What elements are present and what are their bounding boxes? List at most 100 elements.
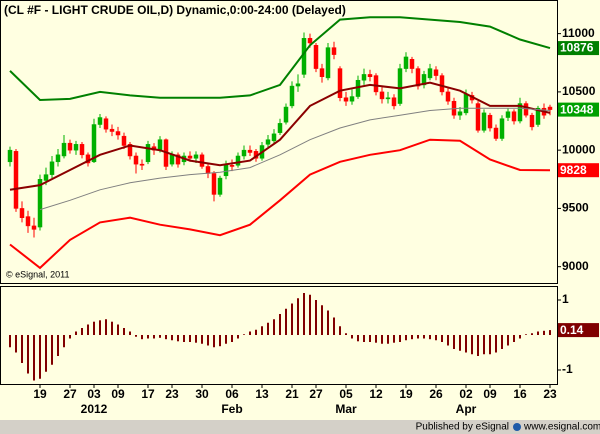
oscillator-bar	[273, 319, 275, 335]
close-value-tag-box	[558, 102, 599, 117]
candle-body	[385, 97, 391, 100]
oscillator-bar	[189, 335, 191, 342]
candle-body	[289, 85, 295, 107]
x-tick-label: 23	[543, 387, 557, 401]
candle-body	[247, 149, 253, 153]
x-tick-label: 23	[165, 387, 179, 401]
oscillator-bar	[453, 335, 455, 349]
y-tick-label: 10000	[562, 142, 596, 156]
candle-body	[145, 144, 151, 163]
candle-body	[529, 114, 535, 128]
oscillator-bar	[363, 335, 365, 342]
candle-body	[277, 123, 283, 133]
x-tick-label: 05	[339, 387, 353, 401]
y-tick-label: -1	[562, 362, 573, 376]
oscillator-bar	[327, 310, 329, 335]
candle-body	[445, 91, 451, 102]
candle-body	[271, 133, 277, 142]
month-label: Mar	[335, 402, 357, 416]
candle-body	[229, 165, 235, 167]
oscillator-bar	[177, 335, 179, 342]
footer-left: Published by eSignal	[416, 422, 509, 433]
oscillator-bar	[99, 320, 101, 335]
indicator-line	[39, 107, 551, 211]
x-tick-label: 19	[399, 387, 413, 401]
oscillator-bar	[57, 335, 59, 356]
oscillator-bar	[255, 329, 257, 335]
oscillator-bar	[303, 293, 305, 335]
oscillator-bar	[345, 333, 347, 335]
oscillator-bar	[39, 335, 41, 379]
candle-body	[331, 47, 337, 55]
candle-body	[157, 139, 163, 151]
candle-body	[61, 142, 67, 157]
oscillator-bar	[117, 324, 119, 335]
oscillator-bar	[525, 334, 527, 335]
candle-body	[487, 114, 493, 129]
background	[0, 0, 600, 420]
oscillator-bar	[315, 300, 317, 335]
candle-body	[169, 154, 175, 165]
oscillator-bar	[249, 331, 251, 335]
candle-body	[235, 155, 241, 166]
oscillator-bar	[357, 335, 359, 342]
line-value-tag: 10876	[560, 41, 594, 55]
oscillator-bar	[375, 335, 377, 343]
oscillator-bar	[465, 335, 467, 353]
oscillator-bar	[69, 335, 71, 339]
oscillator-bar	[411, 335, 413, 340]
candle-body	[97, 117, 103, 125]
oscillator-bar	[333, 317, 335, 335]
x-tick-label: 13	[255, 387, 269, 401]
candle-body	[199, 154, 205, 167]
oscillator-bar	[201, 335, 203, 344]
candle-body	[415, 68, 421, 87]
candle-body	[361, 74, 367, 81]
candle-body	[217, 177, 223, 195]
candle-body	[427, 68, 433, 79]
y-tick-label: 11000	[562, 26, 595, 40]
x-tick-label: 02	[459, 387, 473, 401]
x-tick-label: 09	[111, 387, 125, 401]
candle-body	[55, 154, 61, 163]
oscillator-bar	[207, 335, 209, 346]
x-tick-label: 19	[33, 387, 47, 401]
oscillator-bar	[309, 294, 311, 335]
price-panel	[0, 0, 558, 284]
y-tick-label: 9000	[562, 259, 589, 273]
oscillator-bar	[507, 335, 509, 346]
oscillator-bar	[165, 335, 167, 340]
line-value-tag: 9828	[560, 163, 587, 177]
indicator-line	[9, 81, 551, 191]
candle-body	[19, 208, 25, 218]
oscillator-bar	[549, 330, 551, 335]
candle-body	[439, 75, 445, 93]
oscillator-bar	[105, 319, 107, 335]
x-tick-label: 12	[369, 387, 383, 401]
candle-body	[265, 139, 271, 145]
candle-body	[175, 154, 181, 165]
oscillator-bar	[477, 335, 479, 356]
x-tick-label: 27	[309, 387, 323, 401]
candle-body	[397, 68, 403, 104]
oscillator-bar	[351, 335, 353, 339]
oscillator-bar	[135, 335, 137, 337]
candle-body	[43, 174, 49, 181]
candle-body	[25, 216, 31, 227]
candle-body	[91, 124, 97, 163]
oscillator-value-tag: 0.14	[560, 323, 584, 337]
oscillator-bar	[369, 335, 371, 342]
oscillator-bar	[33, 335, 35, 381]
oscillator-bar	[87, 324, 89, 335]
oscillator-bar	[471, 335, 473, 355]
x-tick-label: 21	[285, 387, 299, 401]
x-tick-label: 26	[429, 387, 443, 401]
oscillator-bar	[519, 335, 521, 339]
candle-body	[379, 91, 385, 100]
oscillator-value-tag-box	[558, 323, 599, 338]
oscillator-bar	[441, 335, 443, 342]
candle-body	[127, 144, 133, 157]
candle-body	[517, 103, 523, 122]
candle-body	[295, 83, 301, 87]
candle-body	[337, 68, 343, 98]
